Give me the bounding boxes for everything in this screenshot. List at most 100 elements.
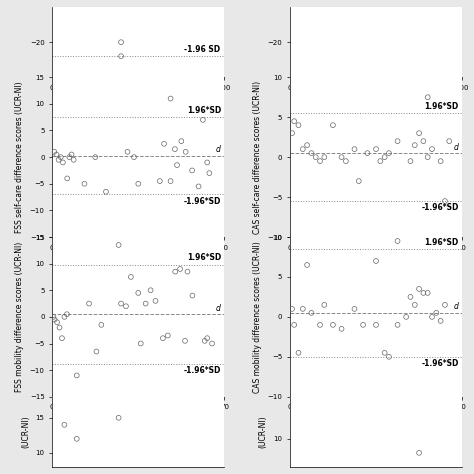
Point: [419, 289, 427, 297]
Point: [428, 313, 436, 321]
Point: [61, 313, 68, 321]
Point: [201, 337, 209, 345]
Point: [115, 241, 122, 249]
Point: [70, 156, 77, 164]
Y-axis label: FSS self-care difference scores (UCR-NI): FSS self-care difference scores (UCR-NI): [15, 82, 24, 233]
Point: [428, 146, 436, 153]
Point: [372, 321, 380, 328]
Text: -1.96 SD: -1.96 SD: [184, 45, 220, 54]
Point: [156, 177, 164, 185]
Point: [329, 321, 337, 328]
Point: [288, 129, 296, 137]
Text: -1.96*SD: -1.96*SD: [183, 197, 221, 206]
Point: [142, 300, 149, 307]
Point: [92, 348, 100, 356]
Point: [167, 177, 174, 185]
Point: [385, 149, 393, 157]
Point: [402, 313, 410, 321]
Point: [288, 305, 296, 313]
Point: [61, 421, 68, 428]
Point: [137, 340, 145, 347]
Text: -1.96*SD: -1.96*SD: [421, 359, 459, 368]
Point: [181, 337, 189, 345]
Point: [415, 129, 423, 137]
Point: [81, 180, 88, 188]
Point: [203, 334, 211, 342]
Point: [56, 324, 64, 331]
Point: [173, 161, 181, 169]
Point: [446, 137, 453, 145]
Point: [320, 153, 328, 161]
Point: [342, 157, 350, 165]
Point: [312, 153, 319, 161]
Point: [351, 305, 358, 313]
Point: [295, 349, 302, 356]
Point: [372, 257, 380, 265]
Point: [152, 297, 159, 305]
Point: [117, 300, 125, 307]
Point: [195, 182, 202, 190]
Point: [419, 137, 427, 145]
Point: [291, 118, 298, 125]
X-axis label: FSS self-care mean scores: FSS self-care mean scores: [89, 256, 188, 265]
Point: [338, 325, 346, 333]
Point: [299, 146, 307, 153]
Y-axis label: CAS mobility difference scores (UCR-NI): CAS mobility difference scores (UCR-NI): [253, 241, 262, 393]
Point: [355, 177, 363, 185]
Y-axis label: CAS self-care difference scores (UCR-NI): CAS self-care difference scores (UCR-NI): [253, 81, 262, 234]
Point: [178, 137, 185, 145]
Point: [415, 285, 423, 293]
Point: [437, 157, 445, 165]
X-axis label: FSS mobility mean scores: FSS mobility mean scores: [89, 416, 187, 425]
Text: d: d: [216, 304, 221, 313]
Point: [172, 268, 179, 275]
Point: [184, 268, 191, 275]
Point: [381, 349, 388, 356]
Point: [381, 153, 388, 161]
Point: [159, 334, 167, 342]
Point: [303, 261, 311, 269]
X-axis label: CAS self-care mean scores: CAS self-care mean scores: [326, 256, 427, 265]
Point: [320, 301, 328, 309]
Point: [394, 237, 401, 245]
Point: [65, 153, 73, 161]
Point: [308, 309, 315, 317]
Point: [291, 321, 298, 328]
Y-axis label: FSS mobility difference scores (UCR-NI): FSS mobility difference scores (UCR-NI): [15, 242, 24, 392]
Point: [135, 289, 142, 297]
Point: [164, 332, 172, 339]
Point: [432, 309, 440, 317]
Text: d: d: [454, 143, 459, 152]
Point: [53, 319, 61, 326]
Point: [411, 141, 419, 149]
Point: [385, 353, 393, 361]
Point: [411, 301, 419, 309]
Point: [68, 151, 75, 158]
Point: [303, 141, 311, 149]
Point: [372, 146, 380, 153]
X-axis label: FSS mean scores: FSS mean scores: [106, 96, 171, 105]
Point: [63, 310, 71, 318]
Point: [208, 340, 216, 347]
Point: [394, 321, 401, 328]
Point: [50, 313, 57, 321]
Point: [188, 167, 196, 174]
X-axis label: CAS mobility mean scores: CAS mobility mean scores: [326, 416, 426, 425]
Point: [424, 153, 431, 161]
Text: d: d: [216, 145, 221, 154]
Point: [51, 316, 58, 323]
Point: [206, 169, 213, 177]
Point: [102, 188, 110, 196]
Point: [189, 292, 196, 300]
Point: [407, 157, 414, 165]
Point: [117, 38, 125, 46]
Point: [203, 159, 211, 166]
Point: [130, 153, 138, 161]
Point: [135, 180, 142, 188]
Point: [415, 449, 423, 456]
Point: [160, 140, 168, 147]
Text: 1.96*SD: 1.96*SD: [187, 106, 221, 115]
Point: [338, 153, 346, 161]
X-axis label: CAS mean scores: CAS mean scores: [343, 96, 409, 105]
Point: [147, 286, 155, 294]
